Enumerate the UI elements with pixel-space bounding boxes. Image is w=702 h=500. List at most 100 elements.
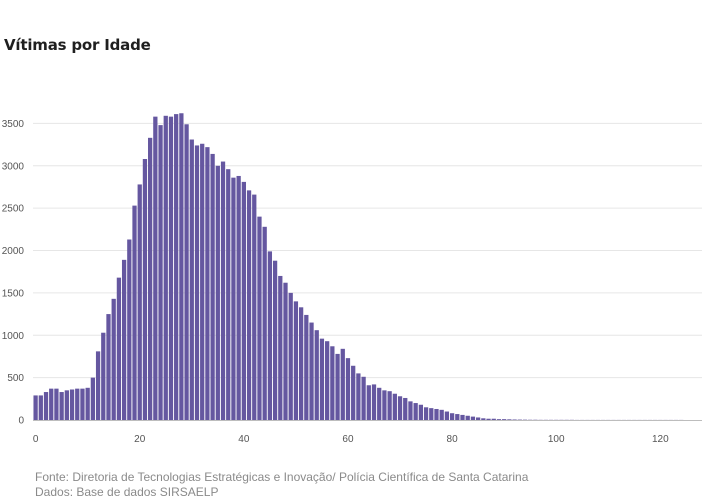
bar	[377, 387, 382, 420]
bar	[241, 181, 246, 420]
bar	[148, 137, 153, 421]
bar	[246, 190, 252, 420]
bar	[179, 113, 184, 421]
bar	[345, 358, 351, 420]
bar	[184, 124, 189, 420]
bar	[158, 125, 163, 421]
bar	[288, 292, 293, 420]
bar	[43, 392, 49, 420]
bar	[127, 239, 132, 420]
bar	[174, 114, 179, 420]
bar	[475, 417, 481, 420]
chart-title: Vítimas por Idade	[4, 36, 151, 54]
y-tick-label: 3500	[2, 119, 25, 130]
bar	[387, 391, 392, 420]
bar	[116, 277, 122, 420]
bar	[434, 408, 439, 420]
bar	[189, 139, 194, 420]
bar	[330, 346, 335, 420]
bar	[267, 251, 273, 420]
bar	[439, 409, 444, 420]
bar	[449, 413, 455, 420]
x-tick-label: 120	[652, 434, 669, 445]
bar	[137, 184, 142, 420]
bar	[340, 348, 345, 420]
bar	[423, 407, 429, 420]
bar	[304, 314, 309, 420]
bar	[262, 226, 267, 420]
bar	[80, 388, 85, 420]
bar	[38, 395, 43, 420]
bar	[142, 159, 148, 420]
bar	[283, 282, 288, 420]
bar	[351, 365, 356, 420]
bar	[252, 194, 257, 420]
bar	[111, 298, 116, 420]
bar	[470, 416, 476, 420]
bar	[106, 314, 111, 420]
bar	[507, 419, 512, 420]
bar	[59, 392, 64, 420]
bar	[314, 330, 319, 420]
bar	[278, 275, 283, 420]
bar	[512, 419, 517, 420]
y-tick-label: 1500	[2, 288, 25, 299]
bar	[64, 390, 69, 420]
bar	[49, 388, 54, 420]
bar	[465, 415, 470, 420]
y-tick-label: 500	[7, 373, 24, 384]
bar	[95, 351, 101, 420]
bar	[444, 411, 450, 420]
bar	[90, 377, 96, 420]
bar	[496, 419, 502, 420]
bar	[408, 401, 413, 420]
bar	[226, 169, 231, 420]
bar	[502, 419, 507, 420]
bar	[309, 322, 314, 420]
y-tick-label: 3000	[2, 161, 25, 172]
chart-footer: Fonte: Diretoria de Tecnologias Estratég…	[35, 470, 528, 500]
bar	[460, 414, 465, 420]
bar-chart: 0 500 1000 1500 2000 2500 3000 3500 0 20 40 60 80 100…	[2, 113, 702, 445]
data-note: Dados: Base de dados SIRSAELP	[35, 485, 219, 499]
bar	[168, 116, 174, 421]
x-tick-label: 80	[447, 434, 459, 445]
bar	[429, 408, 434, 420]
bar	[33, 395, 38, 420]
bar	[75, 388, 80, 420]
y-tick-label: 0	[18, 416, 24, 427]
bar	[257, 216, 262, 420]
bar	[455, 414, 460, 420]
bar	[85, 387, 90, 420]
bar	[325, 341, 330, 420]
bar	[361, 376, 366, 420]
bar	[121, 259, 127, 420]
bar	[366, 385, 371, 420]
bar	[231, 177, 236, 420]
x-tick-label: 60	[342, 434, 354, 445]
y-tick-label: 2000	[2, 246, 25, 257]
bar	[298, 307, 304, 420]
bar	[418, 404, 423, 420]
bar	[356, 373, 361, 420]
bar	[392, 393, 397, 420]
bar	[54, 388, 59, 420]
bar	[205, 147, 210, 420]
y-tick-label: 2500	[2, 204, 25, 215]
bar	[397, 396, 403, 420]
bar	[132, 205, 137, 420]
bar	[194, 145, 200, 420]
x-tick-label: 40	[238, 434, 250, 445]
bar	[101, 332, 106, 420]
x-tick-label: 100	[548, 434, 565, 445]
bar	[481, 418, 486, 420]
bar	[153, 116, 158, 421]
bar	[371, 384, 377, 420]
bar	[293, 301, 299, 420]
bar	[382, 390, 387, 420]
bar	[403, 397, 408, 420]
bar	[215, 165, 220, 420]
bar	[491, 418, 496, 420]
bar	[236, 175, 241, 420]
bar	[220, 161, 226, 421]
